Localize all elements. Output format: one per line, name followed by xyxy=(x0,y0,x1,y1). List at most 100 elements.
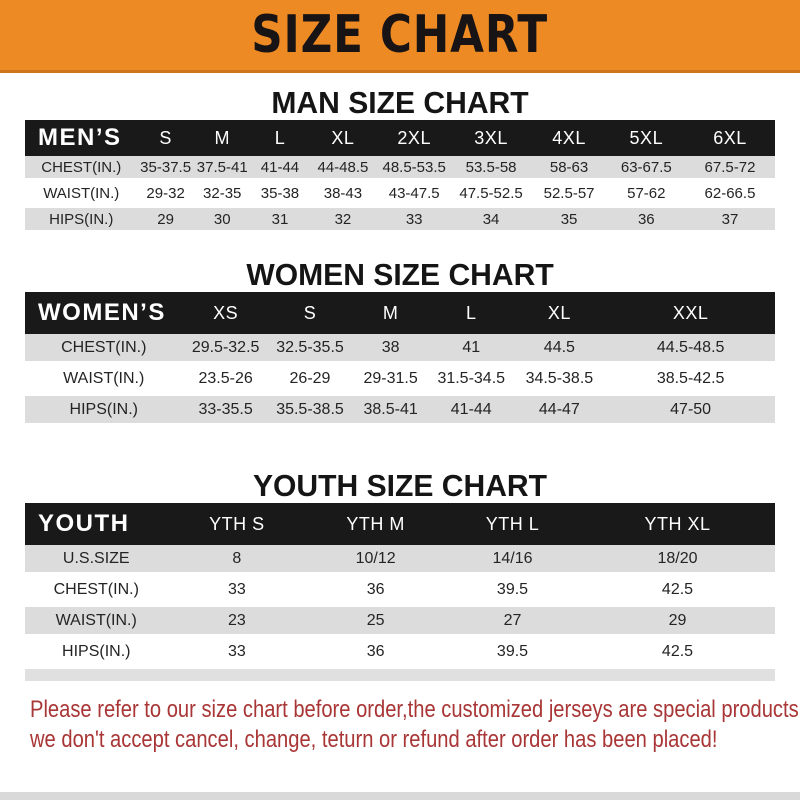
size-value-cell: 35.5-38.5 xyxy=(268,396,352,427)
youth-size-table: YOUTH YTH S YTH M YTH L YTH XL U.S.SIZE 8 10/12… xyxy=(25,503,775,669)
size-value-cell: 39.5 xyxy=(445,576,580,607)
size-value-cell: 42.5 xyxy=(580,638,775,669)
size-value-cell: 53.5-58 xyxy=(451,156,531,182)
size-value-cell: 41-44 xyxy=(430,396,513,427)
size-value-cell: 58-63 xyxy=(530,156,608,182)
size-value-cell: 34.5-38.5 xyxy=(512,365,607,396)
size-value-cell: 32-35 xyxy=(193,182,251,208)
size-value-cell: 37 xyxy=(684,208,775,234)
banner-title: SIZE CHART xyxy=(251,5,549,65)
column-header: L xyxy=(250,120,310,156)
column-header: YTH M xyxy=(306,503,445,545)
size-value-cell: 38-43 xyxy=(309,182,377,208)
column-header: L xyxy=(430,292,513,334)
size-value-cell: 29-32 xyxy=(137,182,194,208)
row-label: CHEST(IN.) xyxy=(25,576,168,607)
size-value-cell: 10/12 xyxy=(306,545,445,576)
size-value-cell: 44-47 xyxy=(512,396,607,427)
size-value-cell: 33 xyxy=(167,576,307,607)
column-header: 4XL xyxy=(530,120,608,156)
size-value-cell: 41 xyxy=(430,334,513,365)
women-size-table: WOMEN’S XS S M L XL XXL CHEST(IN.) 29.5-32.5 32.5… xyxy=(25,292,775,427)
size-value-cell: 31.5-34.5 xyxy=(430,365,513,396)
man-size-chart-heading: MAN SIZE CHART xyxy=(271,85,529,120)
size-value-cell: 36 xyxy=(306,638,445,669)
size-value-cell: 63-67.5 xyxy=(607,156,685,182)
size-value-cell: 18/20 xyxy=(580,545,775,576)
size-value-cell: 38.5-42.5 xyxy=(606,365,775,396)
size-value-cell: 44.5-48.5 xyxy=(606,334,775,365)
column-header: S xyxy=(268,292,352,334)
table-corner-label: MEN’S xyxy=(25,120,138,156)
column-header: YTH L xyxy=(445,503,580,545)
size-value-cell: 23.5-26 xyxy=(182,365,269,396)
size-value-cell: 43-47.5 xyxy=(376,182,452,208)
row-label: WAIST(IN.) xyxy=(25,182,138,208)
size-value-cell: 33 xyxy=(167,638,307,669)
column-header: YTH S xyxy=(167,503,307,545)
size-chart-banner: SIZE CHART xyxy=(0,0,800,73)
bottom-edge-strip xyxy=(0,792,800,800)
size-value-cell: 42.5 xyxy=(580,576,775,607)
size-value-cell: 67.5-72 xyxy=(684,156,775,182)
size-value-cell: 33-35.5 xyxy=(182,396,269,427)
row-label: HIPS(IN.) xyxy=(25,638,168,669)
table-row: HIPS(IN.) 33-35.5 35.5-38.5 38.5-41 41-44 44-… xyxy=(25,396,775,427)
youth-size-chart-heading: YOUTH SIZE CHART xyxy=(252,468,548,503)
size-value-cell: 34 xyxy=(451,208,531,234)
size-value-cell: 44.5 xyxy=(512,334,607,365)
size-value-cell: 32 xyxy=(309,208,377,234)
size-value-cell: 57-62 xyxy=(607,182,685,208)
column-header: XL xyxy=(512,292,607,334)
row-label: WAIST(IN.) xyxy=(25,365,183,396)
size-value-cell: 36 xyxy=(607,208,685,234)
size-value-cell: 26-29 xyxy=(268,365,352,396)
column-header: M xyxy=(193,120,251,156)
size-value-cell: 27 xyxy=(445,607,580,638)
column-header: 6XL xyxy=(684,120,775,156)
row-label: HIPS(IN.) xyxy=(25,208,138,234)
size-value-cell: 47.5-52.5 xyxy=(451,182,531,208)
size-value-cell: 38 xyxy=(351,334,430,365)
disclaimer-line-2: we don't accept cancel, change, teturn o… xyxy=(30,726,718,753)
table-row: HIPS(IN.) 29 30 31 32 33 34 35 36 37 xyxy=(25,208,775,234)
row-label: HIPS(IN.) xyxy=(25,396,183,427)
size-value-cell: 48.5-53.5 xyxy=(376,156,452,182)
size-value-cell: 29 xyxy=(137,208,194,234)
size-value-cell: 47-50 xyxy=(606,396,775,427)
size-table-header-row: WOMEN’S XS S M L XL XXL xyxy=(25,292,775,334)
size-value-cell: 37.5-41 xyxy=(193,156,251,182)
row-label: WAIST(IN.) xyxy=(25,607,168,638)
size-value-cell: 25 xyxy=(306,607,445,638)
size-value-cell: 23 xyxy=(167,607,307,638)
column-header: S xyxy=(137,120,194,156)
size-value-cell: 32.5-35.5 xyxy=(268,334,352,365)
row-label: CHEST(IN.) xyxy=(25,156,138,182)
column-header: XXL xyxy=(606,292,775,334)
table-row: WAIST(IN.) 23 25 27 29 xyxy=(25,607,775,638)
table-row: WAIST(IN.) 29-32 32-35 35-38 38-43 43-47.5 47.… xyxy=(25,182,775,208)
size-value-cell: 8 xyxy=(167,545,307,576)
men-size-table: MEN’S S M L XL 2XL 3XL 4XL 5XL 6XL CHEST(IN.) 35-37… xyxy=(25,120,775,234)
column-header: 3XL xyxy=(451,120,531,156)
disclaimer-note: Please refer to our size chart before or… xyxy=(30,695,800,755)
size-value-cell: 44-48.5 xyxy=(309,156,377,182)
size-value-cell: 39.5 xyxy=(445,638,580,669)
column-header: 5XL xyxy=(607,120,685,156)
size-value-cell: 30 xyxy=(193,208,251,234)
column-header: 2XL xyxy=(376,120,452,156)
column-header: XL xyxy=(309,120,377,156)
size-value-cell: 35-38 xyxy=(250,182,310,208)
size-value-cell: 29-31.5 xyxy=(351,365,430,396)
table-row: CHEST(IN.) 33 36 39.5 42.5 xyxy=(25,576,775,607)
size-value-cell: 33 xyxy=(376,208,452,234)
table-row: WAIST(IN.) 23.5-26 26-29 29-31.5 31.5-34.5 34… xyxy=(25,365,775,396)
women-size-chart-heading: WOMEN SIZE CHART xyxy=(246,257,554,292)
column-header: XS xyxy=(182,292,269,334)
table-row: CHEST(IN.) 29.5-32.5 32.5-35.5 38 41 44.5 44.5… xyxy=(25,334,775,365)
size-table-header-row: YOUTH YTH S YTH M YTH L YTH XL xyxy=(25,503,775,545)
size-value-cell: 62-66.5 xyxy=(684,182,775,208)
size-table-header-row: MEN’S S M L XL 2XL 3XL 4XL 5XL 6XL xyxy=(25,120,775,156)
size-value-cell: 35 xyxy=(530,208,608,234)
disclaimer-line-1: Please refer to our size chart before or… xyxy=(30,696,800,723)
